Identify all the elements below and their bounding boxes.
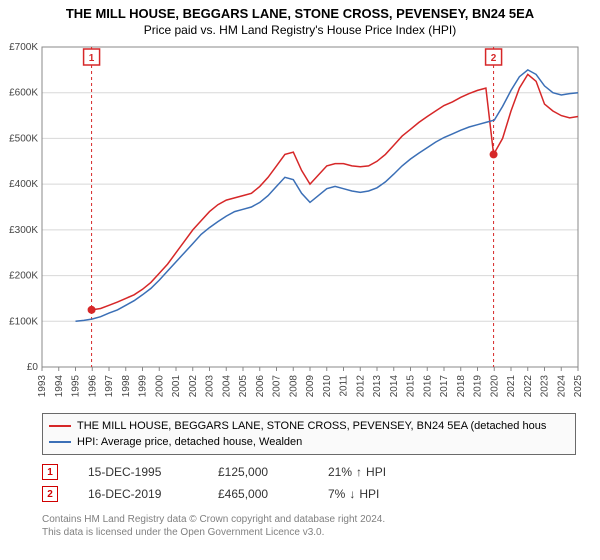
svg-text:2014: 2014 (389, 375, 400, 398)
svg-text:1995: 1995 (71, 375, 82, 398)
chart-subtitle: Price paid vs. HM Land Registry's House … (0, 23, 600, 37)
chart-title: THE MILL HOUSE, BEGGARS LANE, STONE CROS… (0, 6, 600, 21)
marker-hpi: 7% ↓ HPI (328, 487, 379, 501)
marker-table: 1 15-DEC-1995 £125,000 21% ↑ HPI 2 16-DE… (42, 461, 600, 505)
svg-text:2011: 2011 (339, 375, 350, 397)
svg-text:2012: 2012 (355, 375, 366, 398)
arrow-down-icon: ↓ (349, 487, 355, 501)
marker-price: £465,000 (218, 487, 298, 501)
legend-row: THE MILL HOUSE, BEGGARS LANE, STONE CROS… (49, 418, 569, 434)
svg-text:1999: 1999 (138, 375, 149, 398)
svg-text:1993: 1993 (37, 375, 48, 398)
svg-text:1997: 1997 (104, 375, 115, 398)
marker-row: 1 15-DEC-1995 £125,000 21% ↑ HPI (42, 461, 600, 483)
svg-text:£700K: £700K (9, 42, 38, 53)
svg-text:2022: 2022 (523, 375, 534, 398)
marker-badge-icon: 1 (42, 464, 58, 480)
legend-label: THE MILL HOUSE, BEGGARS LANE, STONE CROS… (77, 420, 546, 432)
svg-text:2: 2 (491, 53, 497, 64)
svg-text:1998: 1998 (121, 375, 132, 398)
legend-label: HPI: Average price, detached house, Weal… (77, 436, 302, 448)
svg-text:2001: 2001 (171, 375, 182, 398)
footer-attribution: Contains HM Land Registry data © Crown c… (42, 513, 600, 539)
svg-text:2024: 2024 (556, 375, 567, 398)
svg-text:2017: 2017 (439, 375, 450, 398)
line-chart-svg: £0 £100K £200K £300K £400K £500K £600K £700K 199… (0, 37, 600, 407)
svg-text:2020: 2020 (489, 375, 500, 398)
svg-text:2003: 2003 (205, 375, 216, 398)
svg-text:£200K: £200K (9, 271, 38, 282)
marker-date: 16-DEC-2019 (88, 487, 188, 501)
marker-price: £125,000 (218, 465, 298, 479)
svg-text:2023: 2023 (540, 375, 551, 398)
svg-text:2000: 2000 (154, 375, 165, 398)
svg-text:£0: £0 (27, 362, 39, 373)
arrow-up-icon: ↑ (356, 465, 362, 479)
svg-text:1996: 1996 (87, 375, 98, 398)
svg-text:2025: 2025 (573, 375, 584, 398)
svg-text:2016: 2016 (422, 375, 433, 398)
svg-text:£400K: £400K (9, 179, 38, 190)
legend-swatch (49, 441, 71, 443)
svg-text:£500K: £500K (9, 133, 38, 144)
chart-area: £0 £100K £200K £300K £400K £500K £600K £700K 199… (0, 37, 600, 407)
svg-text:1: 1 (89, 53, 95, 64)
marker-date: 15-DEC-1995 (88, 465, 188, 479)
svg-text:2021: 2021 (506, 375, 517, 398)
svg-text:£300K: £300K (9, 225, 38, 236)
svg-text:2018: 2018 (456, 375, 467, 398)
svg-text:2013: 2013 (372, 375, 383, 398)
svg-text:2010: 2010 (322, 375, 333, 398)
legend: THE MILL HOUSE, BEGGARS LANE, STONE CROS… (42, 413, 576, 455)
legend-row: HPI: Average price, detached house, Weal… (49, 434, 569, 450)
svg-text:2019: 2019 (473, 375, 484, 398)
marker-badge-icon: 2 (42, 486, 58, 502)
svg-text:£600K: £600K (9, 88, 38, 99)
svg-text:£100K: £100K (9, 316, 38, 327)
svg-text:1994: 1994 (54, 375, 65, 398)
svg-text:2008: 2008 (288, 375, 299, 398)
svg-text:2006: 2006 (255, 375, 266, 398)
svg-text:2005: 2005 (238, 375, 249, 398)
svg-text:2002: 2002 (188, 375, 199, 398)
marker-hpi: 21% ↑ HPI (328, 465, 386, 479)
svg-text:2004: 2004 (221, 375, 232, 398)
svg-text:2015: 2015 (406, 375, 417, 398)
svg-text:2009: 2009 (305, 375, 316, 398)
svg-text:2007: 2007 (272, 375, 283, 398)
legend-swatch (49, 425, 71, 427)
marker-row: 2 16-DEC-2019 £465,000 7% ↓ HPI (42, 483, 600, 505)
